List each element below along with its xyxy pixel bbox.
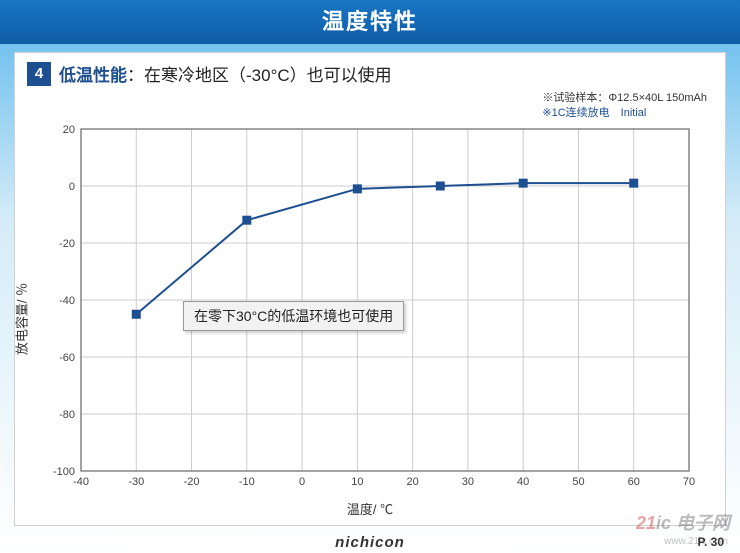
- subtitle-row: 4 低温性能：在寒冷地区（-30°C）也可以使用: [27, 61, 713, 86]
- svg-text:10: 10: [351, 476, 363, 488]
- svg-text:0: 0: [299, 476, 305, 488]
- content-panel: 4 低温性能：在寒冷地区（-30°C）也可以使用 ※试验样本：Φ12.5×40L…: [14, 52, 726, 526]
- watermark-brand: 21ic 电子网: [636, 509, 730, 535]
- subtitle-bold: 低温性能: [59, 66, 127, 85]
- subtitle-text: 低温性能：在寒冷地区（-30°C）也可以使用: [59, 61, 392, 86]
- svg-text:-80: -80: [59, 409, 75, 421]
- svg-text:-40: -40: [59, 295, 75, 307]
- notes-block: ※试验样本：Φ12.5×40L 150mAh ※1C连续放电 Initial: [542, 91, 707, 122]
- watermark-url: www.21ic.com: [664, 536, 728, 547]
- subtitle-rest: ：在寒冷地区（-30°C）也可以使用: [127, 66, 392, 85]
- svg-text:-40: -40: [73, 476, 89, 488]
- slide: 温度特性 4 低温性能：在寒冷地区（-30°C）也可以使用 ※试验样本：Φ12.…: [0, 0, 740, 553]
- header-title: 温度特性: [322, 9, 418, 34]
- svg-text:-20: -20: [59, 238, 75, 250]
- note-sample: ※试验样本：Φ12.5×40L 150mAh: [542, 91, 707, 106]
- svg-text:20: 20: [407, 476, 419, 488]
- svg-text:-20: -20: [184, 476, 200, 488]
- svg-text:50: 50: [572, 476, 584, 488]
- svg-text:60: 60: [628, 476, 640, 488]
- slide-header: 温度特性: [0, 0, 740, 44]
- svg-text:40: 40: [517, 476, 529, 488]
- chart-annotation: 在零下30°C的低温环境也可使用: [183, 301, 404, 331]
- section-number-box: 4: [27, 62, 51, 86]
- chart-xlabel: 温度/ ℃: [347, 499, 393, 518]
- section-number: 4: [35, 65, 43, 82]
- chart: -100-80-60-40-20020-40-30-20-10010203040…: [33, 121, 707, 516]
- svg-text:0: 0: [69, 181, 75, 193]
- svg-text:-10: -10: [239, 476, 255, 488]
- svg-text:70: 70: [683, 476, 695, 488]
- svg-text:-30: -30: [128, 476, 144, 488]
- svg-text:-60: -60: [59, 352, 75, 364]
- footer-logo: nichicon: [335, 534, 405, 551]
- svg-text:30: 30: [462, 476, 474, 488]
- svg-text:-100: -100: [53, 466, 75, 478]
- chart-ylabel: 放电容量/ ％: [12, 282, 31, 354]
- note-condition: ※1C连续放电 Initial: [542, 106, 707, 121]
- svg-text:20: 20: [63, 124, 75, 136]
